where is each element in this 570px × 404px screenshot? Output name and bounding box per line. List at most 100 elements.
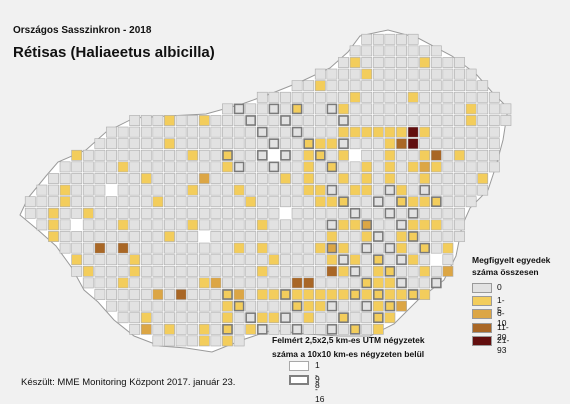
grid-cell [314,161,326,173]
grid-cell [256,173,268,184]
grid-cell [291,184,303,196]
grid-cell [303,91,315,103]
grid-cell [222,173,233,184]
grid-cell [442,68,454,80]
grid-cell [106,277,117,289]
grid-cell [338,80,349,92]
grid-cell-thick-outline [268,138,280,149]
grid-cell [349,103,361,115]
grid-cell [210,265,222,277]
grid-cell [129,207,141,219]
legend-title: Megfigyelt egyedek száma összesen [472,254,550,278]
grid-cell [59,207,71,219]
grid-cell [82,207,94,219]
grid-cell [222,265,233,277]
grid-cell [361,57,373,68]
grid-cell [280,300,291,312]
grid-cell [198,207,210,219]
grid-cell [349,68,361,80]
grid-cell [291,138,303,150]
grid-cell [233,242,245,254]
grid-cell [303,207,315,219]
grid-cell [233,219,245,231]
grid-cell [338,184,349,196]
grid-cell [268,161,280,173]
grid-cell [326,115,338,126]
grid-cell [117,149,129,161]
grid-cell [338,300,349,312]
grid-cell [256,149,268,161]
grid-cell [117,173,129,184]
grid-cell [280,184,291,196]
grid-cell [175,323,187,335]
grid-cell [268,115,280,126]
grid-cell [326,242,338,254]
grid-cell [268,207,280,219]
grid-cell [198,323,210,335]
grid-cell [71,242,83,254]
grid-cell [210,335,222,347]
grid-cell [407,196,419,208]
grid-cell [106,289,117,300]
grid-cell [291,173,303,184]
grid-cell [48,207,59,219]
grid-cell [465,80,477,92]
grid-cell-thick-outline [349,266,361,277]
grid-cell-thick-outline [222,150,233,161]
grid-cell [372,57,384,68]
grid-cell [465,149,477,161]
grid-cell [477,91,489,103]
grid-cell [500,115,512,126]
grid-cell [454,91,465,103]
grid-cell [140,323,152,335]
grid-cell [419,68,431,80]
grid-cell [175,138,187,150]
grid-cell [233,207,245,219]
grid-cell [361,219,373,231]
grid-cell [349,242,361,254]
grid-cell [59,196,71,208]
grid-cell-thick-outline [384,242,396,254]
grid-cell [175,265,187,277]
grid-cell [314,254,326,266]
grid-cell-thick-outline [222,289,233,300]
grid-cell [430,242,442,254]
grid-cell-thick-outline [384,208,396,219]
grid-cell [407,207,419,219]
grid-cell [175,207,187,219]
grid-cell [280,254,291,266]
grid-cell [187,277,199,289]
grid-cell-thick-outline [361,219,372,231]
grid-cell [280,126,291,138]
grid-cell [384,161,396,173]
grid-cell [129,323,141,335]
grid-cell [164,149,175,161]
grid-cell [117,289,129,300]
grid-cell [256,91,268,103]
grid-cell [396,80,407,92]
legend-label: 1-5 [497,295,505,316]
grid-cell-thick-outline [396,219,407,231]
grid-cell [384,115,396,126]
grid-cell [291,103,303,115]
grid-cell [129,277,141,289]
grid-cell [407,277,419,289]
grid-cell [175,242,187,254]
grid-cell [384,254,396,266]
grid-cell [233,277,245,289]
grid-cell [442,91,454,103]
grid-cell [372,115,384,126]
grid-cell [465,91,477,103]
grid-cell [152,242,164,254]
grid-cell [210,242,222,254]
grid-cell [488,138,500,150]
grid-cell [291,289,303,300]
grid-cell [280,289,291,300]
grid-cell [419,138,431,150]
grid-cell [164,219,175,231]
grid-cell [117,196,129,208]
grid-cell [268,173,280,184]
grid-cell-thick-outline [373,312,384,323]
grid-cell-thick-outline [384,300,396,312]
grid-cell [198,126,210,138]
